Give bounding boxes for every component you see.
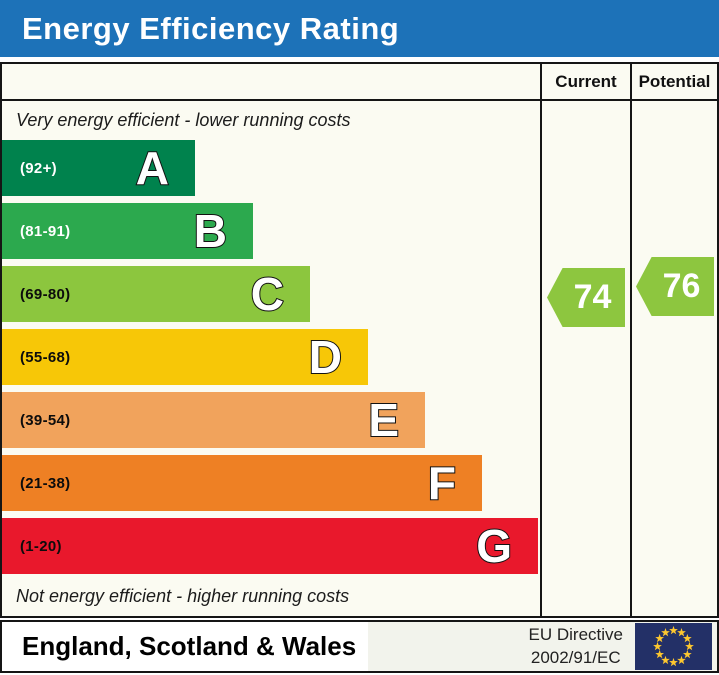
current-rating-arrow: 74 [547, 268, 625, 327]
band-range-e: (39-54) [20, 411, 71, 429]
band-range-c: (69-80) [20, 285, 71, 303]
rating-table: Current Potential Very energy efficient … [0, 62, 719, 618]
potential-rating-value: 76 [662, 267, 701, 305]
footer-region-panel: England, Scotland & Wales [2, 622, 368, 671]
band-row-b: (81-91) B [2, 203, 540, 259]
potential-column-header: Potential [638, 71, 711, 91]
band-row-g: (1-20) G [2, 518, 540, 574]
potential-rating-arrow: 76 [636, 257, 714, 316]
eu-directive-line2: 2002/91/EC [530, 647, 621, 667]
eu-directive-line1: EU Directive [528, 625, 623, 645]
band-row-d: (55-68) D [2, 329, 540, 385]
header-row-divider [2, 64, 717, 101]
band-bar-b: (81-91) B [2, 203, 253, 259]
band-bar-d: (55-68) D [2, 329, 368, 385]
footer-region-label: England, Scotland & Wales [22, 631, 357, 661]
band-letter-d: D [308, 331, 343, 383]
top-note: Very energy efficient - lower running co… [16, 110, 351, 130]
current-column-header: Current [555, 71, 617, 91]
title-bar: Energy Efficiency Rating [0, 0, 719, 57]
band-letter-b: B [193, 205, 228, 257]
band-row-a: (92+) A [2, 140, 540, 196]
band-bar-f: (21-38) F [2, 455, 482, 511]
footer-directive-panel: EU Directive 2002/91/EC [368, 622, 717, 671]
potential-column: Potential [630, 64, 717, 616]
band-row-f: (21-38) F [2, 455, 540, 511]
band-range-f: (21-38) [20, 474, 71, 492]
eu-directive-label: EU Directive 2002/91/EC [529, 624, 623, 668]
current-rating-value: 74 [573, 278, 612, 316]
bottom-note: Not energy efficient - higher running co… [16, 586, 350, 606]
band-letter-c: C [250, 268, 285, 320]
band-scale-area: Very energy efficient - lower running co… [2, 101, 540, 616]
band-range-d: (55-68) [20, 348, 71, 366]
band-range-b: (81-91) [20, 222, 71, 240]
band-letter-e: E [367, 394, 400, 446]
eu-flag-icon [635, 623, 712, 670]
band-range-a: (92+) [20, 159, 57, 177]
current-column: Current [540, 64, 630, 616]
band-row-e: (39-54) E [2, 392, 540, 448]
band-bar-e: (39-54) E [2, 392, 425, 448]
band-bar-a: (92+) A [2, 140, 195, 196]
band-bar-c: (69-80) C [2, 266, 310, 322]
band-list: (92+) A (81-91) B (69-80) C [2, 140, 540, 574]
band-letter-f: F [427, 457, 457, 509]
band-bar-g: (1-20) G [2, 518, 538, 574]
band-letter-a: A [135, 142, 170, 194]
band-letter-g: G [475, 520, 513, 572]
footer: England, Scotland & Wales EU Directive 2… [0, 620, 719, 673]
page-title: Energy Efficiency Rating [22, 10, 400, 46]
band-row-c: (69-80) C [2, 266, 540, 322]
band-range-g: (1-20) [20, 537, 62, 555]
